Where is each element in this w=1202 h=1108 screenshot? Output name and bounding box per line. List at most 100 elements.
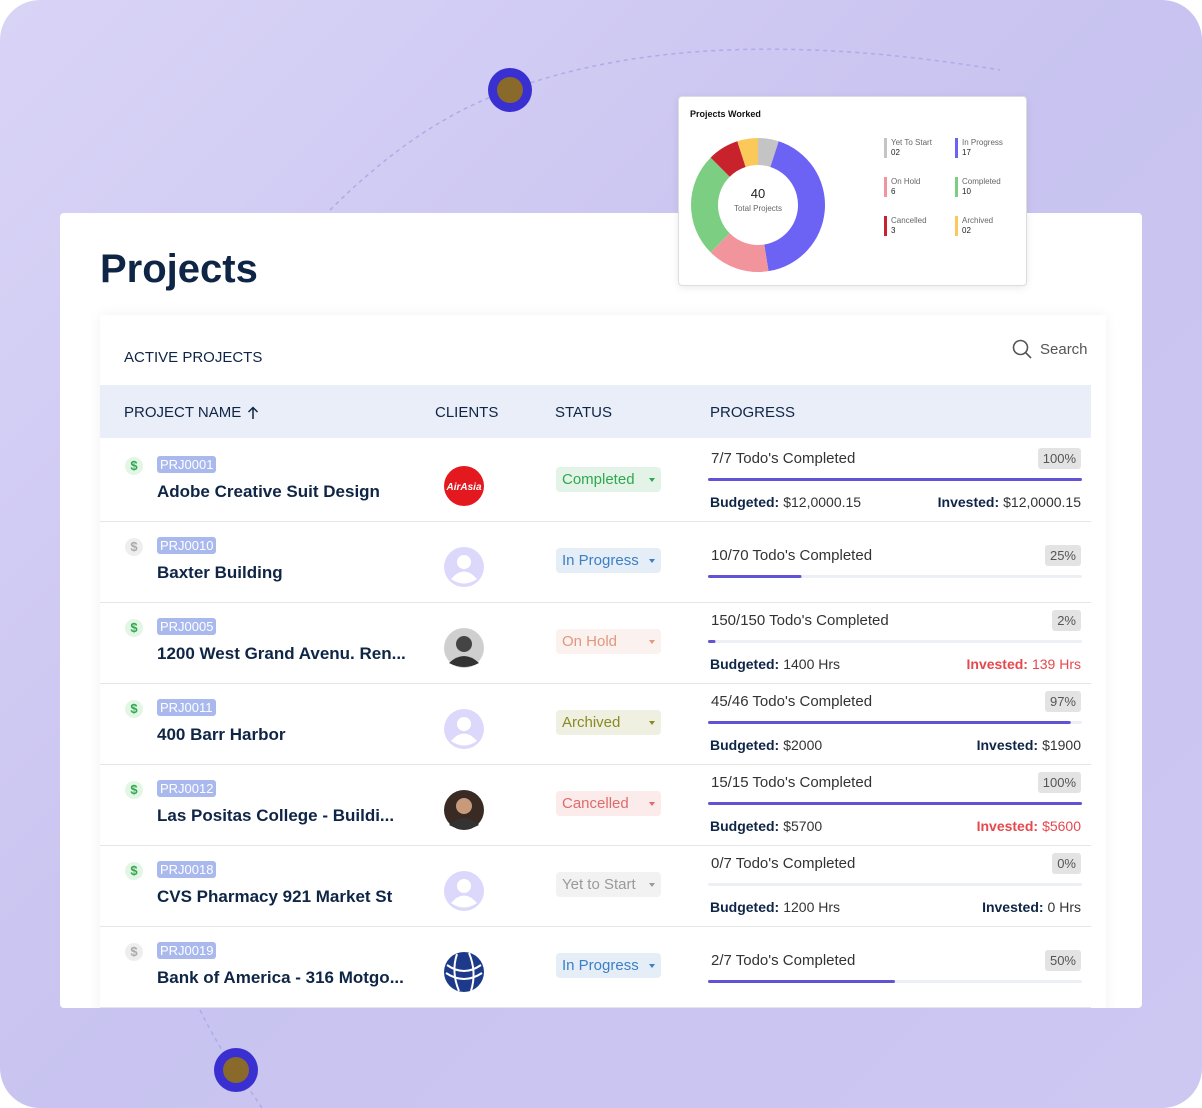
invested: Invested: 0 Hrs <box>982 899 1081 915</box>
project-id: PRJ0019 <box>157 942 217 959</box>
status-dropdown[interactable]: Yet to Start <box>556 872 661 897</box>
status-dropdown[interactable]: Archived <box>556 710 661 735</box>
center-value: 40 <box>750 186 766 201</box>
progress-label: 25% <box>1044 545 1081 566</box>
client-avatar <box>444 952 484 992</box>
billing-icon: $ <box>125 781 143 799</box>
progress-track <box>708 883 1082 886</box>
invested-value: $12,0000.15 <box>1003 494 1081 510</box>
table-row: $ PRJ0012 Las Positas College - Buildi... C… <box>100 764 1091 846</box>
project-id: PRJ0001 <box>157 456 217 473</box>
invested-value: $1900 <box>1042 737 1081 753</box>
column-header: CLIENTS <box>435 404 499 421</box>
dashed-arc <box>329 48 1001 211</box>
client-avatar <box>444 871 484 911</box>
table-row: $ PRJ0010 Baxter Building In Progress 10/70 … <box>100 521 1091 603</box>
project-name: 1200 West Grand Avenu. Ren... <box>157 644 406 663</box>
invested-value: 0 Hrs <box>1047 899 1081 915</box>
progress-label: 2% <box>1052 610 1081 631</box>
caret <box>649 639 655 644</box>
legend-label: On Hold <box>891 177 921 186</box>
legend-label: Cancelled <box>891 216 927 225</box>
progress-bar <box>708 478 1082 481</box>
donut-slice <box>710 233 769 272</box>
column-header[interactable]: PROJECT NAME <box>124 404 259 421</box>
progress-fill <box>708 980 895 983</box>
budgeted-value: $2000 <box>783 737 823 753</box>
projects-worked-widget: Projects Worked 40 Total Projects Yet To… <box>678 96 1027 286</box>
budgeted-value: 1200 Hrs <box>783 899 841 915</box>
photo-head <box>456 636 472 652</box>
progress-fill <box>708 802 1082 805</box>
table-title: ACTIVE PROJECTS <box>124 349 263 366</box>
invested: Invested: 139 Hrs <box>967 656 1082 672</box>
avatar-head <box>457 717 471 731</box>
project-name: CVS Pharmacy 921 Market St <box>157 887 393 906</box>
legend-item: Cancelled 3 <box>884 216 927 236</box>
billing-icon: $ <box>125 943 143 961</box>
client-avatar <box>444 709 484 749</box>
client-avatar <box>444 790 484 830</box>
caret <box>649 801 655 806</box>
budgeted: Budgeted: $2000 <box>710 737 822 753</box>
legend-item: Completed 10 <box>955 177 1001 197</box>
invested: Invested: $12,0000.15 <box>938 494 1081 510</box>
projects-card: Projects ACTIVE PROJECTS Search PROJECT … <box>60 213 1142 1008</box>
legend-value: 02 <box>891 148 900 157</box>
legend-value: 10 <box>962 187 971 196</box>
project-name: Adobe Creative Suit Design <box>157 482 380 501</box>
status-dropdown[interactable]: In Progress <box>556 548 661 573</box>
project-id: PRJ0005 <box>157 618 217 635</box>
table-panel: ACTIVE PROJECTS Search PROJECT NAME CLIE… <box>100 315 1106 1008</box>
status-label: In Progress <box>562 957 639 974</box>
widget-title: Projects Worked <box>690 109 761 119</box>
progress-bar <box>708 980 1082 983</box>
photo-head <box>456 798 472 814</box>
budgeted-value: $5700 <box>783 818 823 834</box>
invested-label: Invested: <box>937 494 1000 510</box>
invested-label: Invested: <box>966 656 1028 672</box>
caret <box>649 558 655 563</box>
table-row: $ PRJ0005 1200 West Grand Avenu. Ren... On … <box>100 602 1091 684</box>
progress-fill <box>708 575 802 578</box>
donut-slice <box>710 141 746 177</box>
billing-icon: $ <box>125 862 143 880</box>
progress-label: 97% <box>1044 691 1081 712</box>
billing-icon: $ <box>125 538 143 556</box>
legend-label: Yet To Start <box>891 138 932 147</box>
project-id: PRJ0011 <box>157 699 216 716</box>
avatar-body <box>451 895 477 908</box>
status-dropdown[interactable]: Completed <box>556 467 661 492</box>
search[interactable]: Search <box>1012 339 1088 359</box>
status-label: On Hold <box>562 633 618 650</box>
progress-label: 100% <box>1037 448 1081 469</box>
donut-slice <box>764 141 825 272</box>
legend-item: Yet To Start 02 <box>884 138 932 158</box>
status-dropdown[interactable]: In Progress <box>556 953 661 978</box>
project-name: Bank of America - 316 Motgo... <box>157 968 404 987</box>
client-logo: AirAsia <box>445 482 481 493</box>
dot <box>497 77 523 103</box>
todo-count: 150/150 Todo's Completed <box>711 612 889 629</box>
todo-count: 45/46 Todo's Completed <box>711 693 873 710</box>
logo-bg <box>444 466 484 506</box>
photo-body <box>449 818 479 829</box>
status-dropdown[interactable]: Cancelled <box>556 791 661 816</box>
search-icon <box>1012 339 1032 359</box>
project-name: Las Positas College - Buildi... <box>157 806 395 825</box>
budgeted-label: Budgeted: <box>710 818 780 834</box>
donut-slice <box>758 138 779 167</box>
dot <box>223 1057 249 1083</box>
status-dropdown[interactable]: On Hold <box>556 629 661 654</box>
invested-label: Invested: <box>982 899 1044 915</box>
status-label: Yet to Start <box>562 876 636 893</box>
center-label: Total Projects <box>733 204 783 213</box>
legend-label: Archived <box>962 216 994 225</box>
client-avatar: AirAsia <box>444 466 484 506</box>
todo-count: 0/7 Todo's Completed <box>711 855 856 872</box>
column-label: PROJECT NAME <box>124 404 242 421</box>
status-label: Cancelled <box>562 795 629 812</box>
budgeted-label: Budgeted: <box>710 656 780 672</box>
